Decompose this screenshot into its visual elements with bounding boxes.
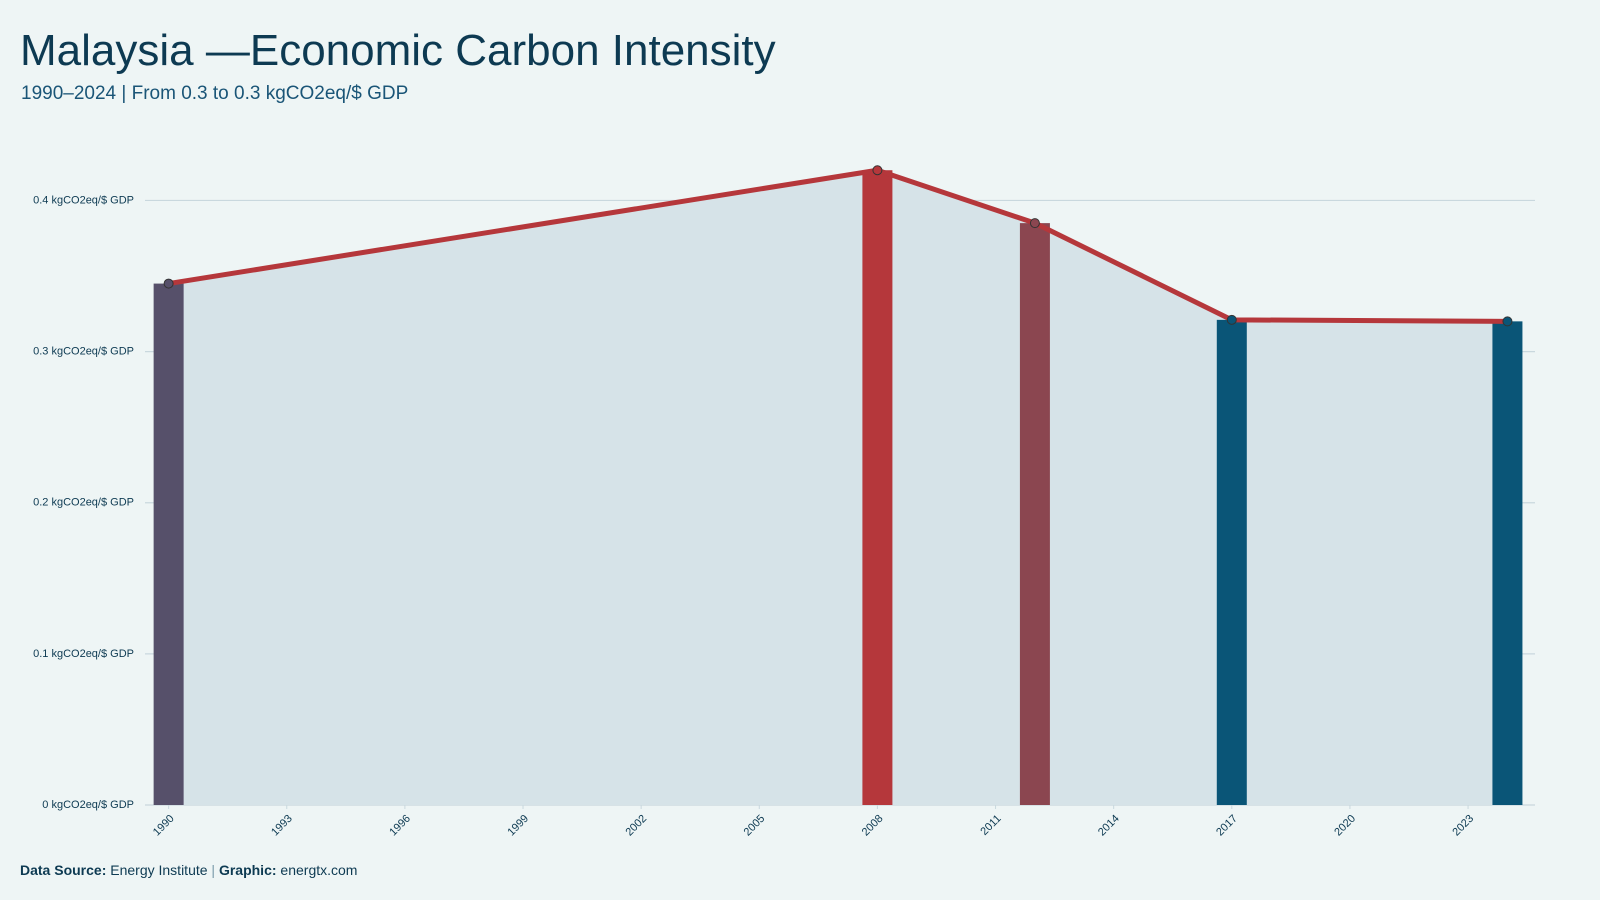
chart-title: Malaysia —Economic Carbon Intensity [20, 26, 776, 75]
y-tick-label: 0.1 kgCO2eq/$ GDP [33, 648, 134, 660]
point [1502, 316, 1513, 327]
bar [862, 170, 893, 805]
source-label: Data Source: [20, 862, 106, 878]
bar [1216, 319, 1247, 805]
point [1226, 314, 1237, 325]
y-tick-label: 0.3 kgCO2eq/$ GDP [33, 345, 134, 357]
point [1029, 218, 1040, 229]
bar [1492, 321, 1523, 805]
y-tick-label: 0.4 kgCO2eq/$ GDP [33, 194, 134, 206]
point [872, 165, 883, 176]
bar [153, 283, 184, 805]
chart-subtitle: 1990–2024 | From 0.3 to 0.3 kgCO2eq/$ GD… [21, 83, 408, 104]
graphic-label: Graphic: [219, 862, 277, 878]
source: Energy Institute [110, 862, 207, 878]
bar [1019, 223, 1050, 805]
footer: Data Source: Energy Institute | Graphic:… [20, 862, 357, 878]
point [163, 278, 174, 289]
graphic: energtx.com [280, 862, 357, 878]
y-tick-label: 0 kgCO2eq/$ GDP [42, 799, 134, 811]
area [168, 170, 1508, 805]
y-tick-label: 0.2 kgCO2eq/$ GDP [33, 497, 134, 509]
separator: | [211, 862, 215, 878]
